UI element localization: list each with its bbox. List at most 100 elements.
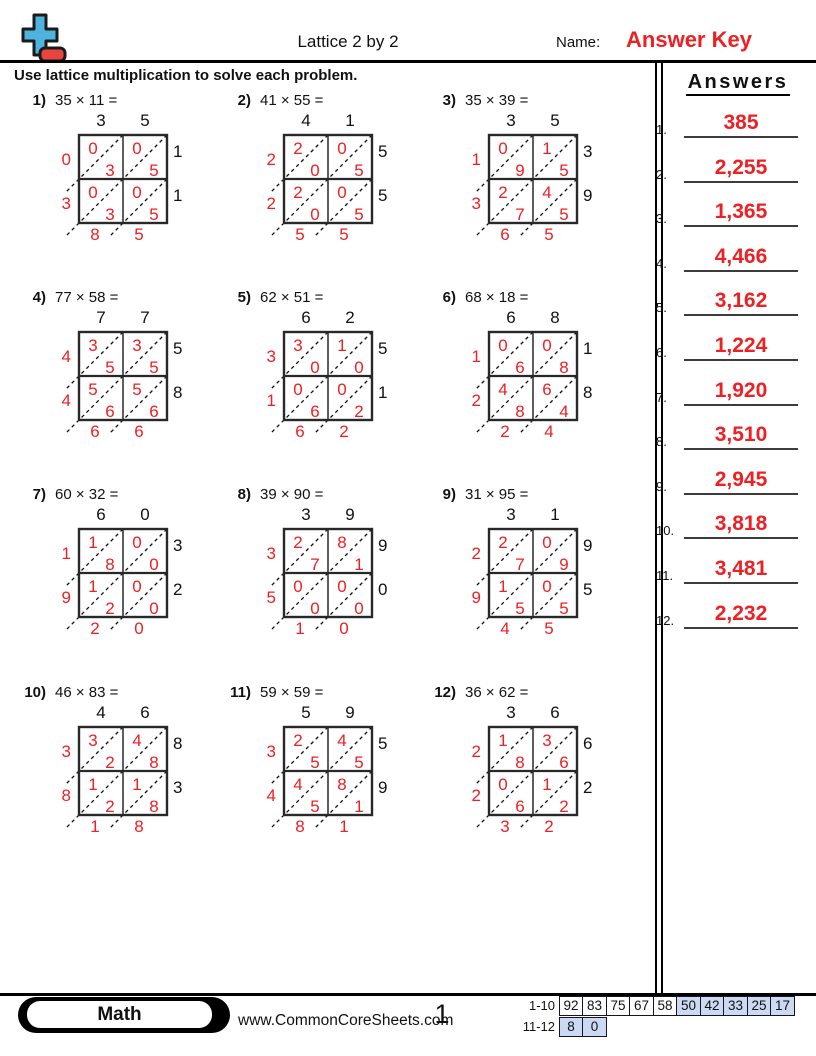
- lattice-cell-ones: 9: [515, 161, 524, 180]
- grading-score-cell: 33: [723, 996, 748, 1016]
- problem-11: 11) 59 × 59 = 5 9 5 9 3 4 2 5 4 5 4 5 8 1 8 1: [229, 684, 434, 862]
- lattice-cell-tens: 3: [293, 336, 302, 355]
- lattice-left-sum: 5: [267, 588, 276, 607]
- lattice-right-digit: 5: [378, 186, 387, 205]
- problem-number: 5): [237, 289, 251, 306]
- lattice-bottom-sum: 4: [544, 422, 553, 441]
- lattice-cell-tens: 1: [542, 775, 551, 794]
- lattice-bottom-sum: 8: [134, 817, 143, 836]
- lattice-left-sum: 4: [62, 347, 71, 366]
- website-text: www.CommonCoreSheets.com: [238, 1012, 454, 1029]
- answer-line: [684, 403, 798, 406]
- problem-equation: 39 × 90 =: [260, 486, 324, 503]
- lattice-left-sum: 2: [472, 786, 481, 805]
- problem-equation: 68 × 18 =: [465, 289, 529, 306]
- lattice-cell-tens: 0: [293, 380, 302, 399]
- grading-score-cell: 17: [770, 996, 795, 1016]
- answer-number: 8.: [656, 434, 667, 450]
- grading-score-cell: 50: [676, 996, 701, 1016]
- lattice-cell-ones: 2: [559, 797, 568, 816]
- problem-number: 8): [237, 486, 251, 503]
- problem-header: 11) 59 × 59 =: [229, 684, 323, 701]
- lattice-right-digit: 9: [378, 778, 387, 797]
- lattice-top-digit: 3: [506, 111, 515, 130]
- grading-score-cell: 83: [582, 996, 607, 1016]
- problem-number: 3): [442, 92, 456, 109]
- lattice-bottom-sum: 5: [544, 225, 553, 244]
- lattice-cell-tens: 1: [337, 336, 346, 355]
- lattice-cell-tens: 4: [337, 731, 346, 750]
- lattice-bottom-sum: 2: [90, 619, 99, 638]
- answer-value: 1,920: [714, 378, 768, 402]
- grading-row-11-12: 11-12 8 0: [500, 1017, 795, 1038]
- lattice-top-digit: 5: [140, 111, 149, 130]
- lattice-left-sum: 1: [472, 347, 481, 366]
- answer-line: [684, 359, 798, 361]
- answer-line: [684, 537, 798, 540]
- problem-5: 5) 62 × 51 = 6 2 5 1 3 1 3 0 1 0 0 6 0 2 6 2: [229, 289, 434, 467]
- lattice-right-digit: 1: [583, 339, 592, 358]
- header-rule: [0, 60, 816, 63]
- lattice-cell-tens: 0: [337, 183, 346, 202]
- lattice-cell-tens: 0: [337, 139, 346, 158]
- lattice-cell-tens: 6: [542, 380, 551, 399]
- problem-header: 3) 35 × 39 =: [434, 92, 529, 109]
- answer-line: [684, 314, 798, 317]
- lattice-cell-ones: 5: [559, 205, 568, 224]
- problem-header: 4) 77 × 58 =: [24, 289, 119, 306]
- problem-9: 9) 31 × 95 = 3 1 9 5 2 9 2 7 0 9 1 5 0 5 4 5: [434, 486, 639, 664]
- answer-number: 5.: [656, 300, 667, 316]
- lattice-cell-ones: 0: [354, 358, 363, 377]
- problem-header: 12) 36 × 62 =: [434, 684, 528, 701]
- problem-equation: 46 × 83 =: [55, 684, 119, 701]
- lattice-cell-tens: 0: [132, 139, 141, 158]
- grading-score-cell: 67: [629, 996, 654, 1016]
- lattice-left-sum: 3: [62, 742, 71, 761]
- lattice-top-digit: 5: [550, 111, 559, 130]
- subject-label: Math: [27, 1001, 212, 1028]
- lattice-bottom-sum: 1: [295, 619, 304, 638]
- lattice-right-digit: 5: [378, 142, 387, 161]
- lattice-left-sum: 4: [267, 786, 276, 805]
- lattice-right-digit: 1: [173, 142, 182, 161]
- lattice-top-digit: 4: [301, 111, 310, 130]
- lattice-right-digit: 9: [583, 186, 592, 205]
- lattice-cell-tens: 1: [498, 731, 507, 750]
- problem-1: 1) 35 × 11 = 3 5 1 1 0 3 0 3 0 5 0 3 0 5 8 5: [24, 92, 229, 270]
- answer-row: 2. 2,255: [656, 147, 810, 183]
- answer-value: 1,224: [714, 334, 768, 357]
- problem-header: 6) 68 × 18 =: [434, 289, 529, 306]
- problem-equation: 36 × 62 =: [465, 684, 529, 701]
- problem-10: 10) 46 × 83 = 4 6 8 3 3 8 3 2 4 8 1 2 1 8 1 8: [24, 684, 229, 862]
- lattice-cell-ones: 6: [559, 753, 568, 772]
- problem-number: 1): [32, 92, 46, 109]
- problem-number: 11): [230, 684, 251, 701]
- grading-table: 1-10 92 83 75 67 58 50 42 33 25 17 11-12 8 0: [500, 996, 795, 1038]
- problem-equation: 31 × 95 =: [465, 486, 529, 503]
- lattice-left-sum: 0: [62, 150, 71, 169]
- name-label: Name:: [556, 34, 601, 51]
- lattice-cell-tens: 8: [337, 533, 346, 552]
- problem-equation: 35 × 11 =: [55, 92, 118, 109]
- lattice-cell-ones: 5: [354, 753, 363, 772]
- lattice-bottom-sum: 0: [339, 619, 348, 638]
- lattice-left-sum: 9: [62, 588, 71, 607]
- lattice-left-sum: 1: [62, 544, 71, 563]
- lattice-cell-ones: 8: [149, 753, 158, 772]
- problem-number: 7): [32, 486, 46, 503]
- lattice-top-digit: 9: [345, 703, 354, 722]
- lattice-cell-ones: 0: [310, 358, 319, 377]
- lattice-bottom-sum: 5: [295, 225, 304, 244]
- problem-header: 10) 46 × 83 =: [24, 684, 118, 701]
- answer-line: [684, 180, 798, 183]
- lattice-cell-ones: 5: [149, 358, 158, 377]
- answer-number: 7.: [656, 389, 667, 405]
- lattice-cell-ones: 6: [105, 402, 114, 421]
- lattice-left-sum: 1: [267, 391, 276, 410]
- lattice-right-digit: 3: [583, 142, 592, 161]
- problem-number: 9): [442, 486, 456, 503]
- problem-8: 8) 39 × 90 = 3 9 9 0 3 5 2 7 8 1 0 0 0 0 1 0: [229, 486, 434, 664]
- lattice-cell-ones: 1: [354, 797, 363, 816]
